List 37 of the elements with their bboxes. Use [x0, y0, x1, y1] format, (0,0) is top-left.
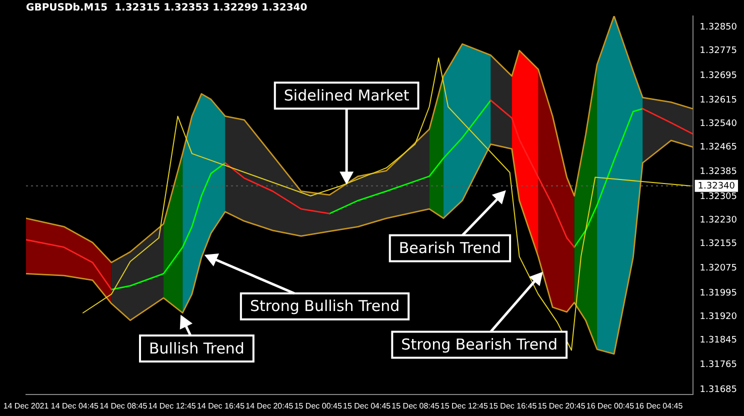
- x-tick-label: 15 Dec 20:45: [538, 401, 586, 410]
- y-tick-label: 1.31995: [700, 288, 737, 299]
- y-tick-label: 1.32850: [700, 22, 738, 33]
- x-tick-label: 16 Dec 00:45: [586, 401, 635, 410]
- ref-line-label: 1.32340: [698, 181, 736, 192]
- annotation: Bullish Trend: [149, 339, 244, 358]
- x-tick-label: 15 Dec 16:45: [489, 401, 538, 410]
- x-tick-label: 14 Dec 08:45: [100, 401, 148, 410]
- x-tick-label: 14 Dec 16:45: [196, 401, 246, 410]
- y-tick-label: 1.32230: [700, 215, 738, 226]
- x-tick-label: 14 Dec 12:45: [148, 401, 196, 410]
- x-tick-label: 15 Dec 00:45: [294, 401, 342, 410]
- y-tick-label: 1.32305: [700, 192, 737, 202]
- x-tick-label: 15 Dec 04:45: [343, 401, 392, 410]
- y-tick-label: 1.32775: [700, 46, 737, 56]
- y-tick-label: 1.32155: [700, 238, 737, 249]
- x-tick-label: 15 Dec 08:45: [392, 401, 440, 410]
- y-tick-label: 1.32385: [700, 167, 737, 178]
- y-tick-label: 1.32695: [700, 70, 737, 81]
- x-tick-label: 15 Dec 12:45: [440, 401, 489, 410]
- y-tick-label: 1.32465: [700, 142, 737, 152]
- x-tick-label: 14 Dec 2021: [3, 401, 50, 410]
- x-tick-label: 14 Dec 04:45: [50, 401, 100, 410]
- y-tick-label: 1.32540: [700, 119, 738, 130]
- annotation: Strong Bullish Trend: [250, 297, 400, 316]
- y-tick-label: 1.32075: [700, 264, 737, 274]
- y-tick-label: 1.31920: [700, 312, 738, 322]
- y-tick-label: 1.31685: [700, 385, 737, 396]
- y-tick-label: 1.31765: [700, 360, 737, 370]
- annotation: Strong Bearish Trend: [401, 336, 558, 354]
- y-tick-label: 1.31845: [700, 335, 737, 346]
- y-tick-label: 1.32615: [700, 96, 737, 106]
- x-tick-label: 16 Dec 04:45: [635, 401, 684, 410]
- annotation: Sidelined Market: [284, 86, 410, 105]
- chart-title: GBPUSDb.M15 1.32315 1.32353 1.32299 1.32340: [26, 2, 308, 14]
- annotation: Bearish Trend: [398, 239, 502, 258]
- x-tick-label: 14 Dec 20:45: [246, 401, 294, 410]
